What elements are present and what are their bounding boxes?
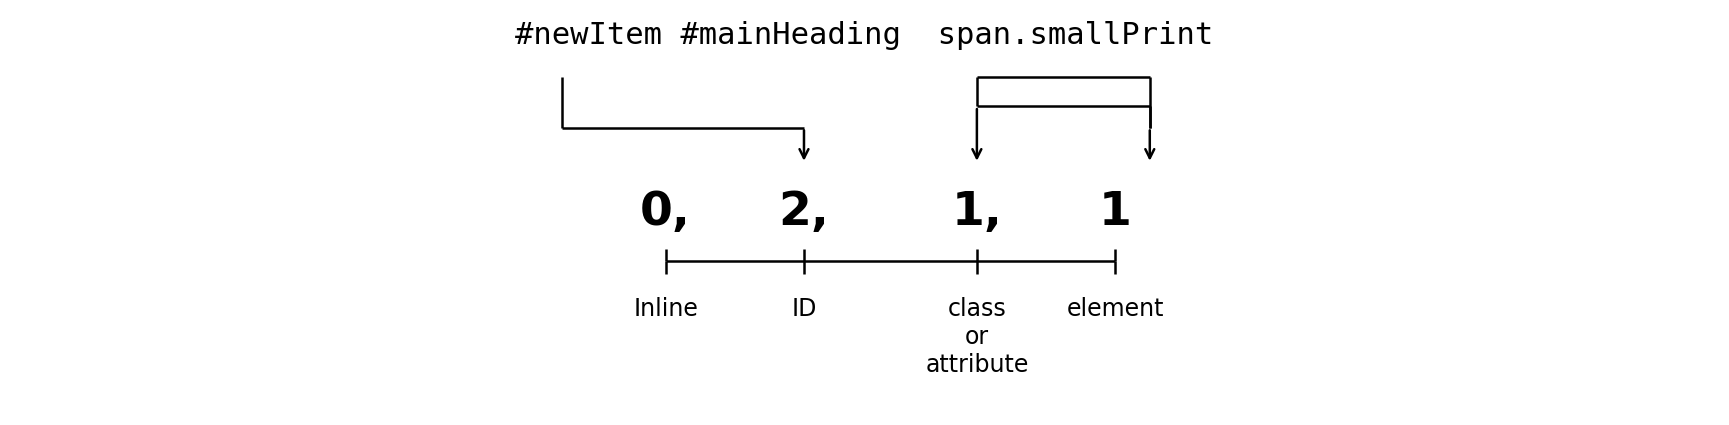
Text: 0,: 0, xyxy=(640,190,692,235)
Text: ID: ID xyxy=(792,298,816,321)
Text: class
or
attribute: class or attribute xyxy=(925,298,1029,377)
Text: element: element xyxy=(1067,298,1164,321)
Text: 1: 1 xyxy=(1098,190,1132,235)
Text: Inline: Inline xyxy=(633,298,699,321)
Text: #newItem #mainHeading  span.smallPrint: #newItem #mainHeading span.smallPrint xyxy=(515,21,1214,50)
Text: 2,: 2, xyxy=(778,190,830,235)
Text: 1,: 1, xyxy=(951,190,1003,235)
